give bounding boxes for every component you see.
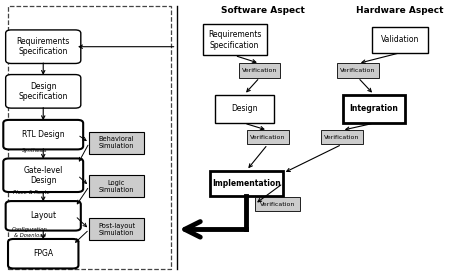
Text: RTL Design: RTL Design: [22, 130, 64, 139]
Bar: [247, 130, 289, 144]
FancyBboxPatch shape: [6, 201, 81, 231]
FancyBboxPatch shape: [3, 159, 83, 192]
Bar: [215, 95, 273, 123]
Text: Hardware Aspect: Hardware Aspect: [356, 6, 444, 15]
Text: Gate-level
Design: Gate-level Design: [24, 166, 63, 185]
FancyBboxPatch shape: [3, 120, 83, 149]
Bar: [321, 130, 363, 144]
Text: Post-layout
Simulation: Post-layout Simulation: [98, 223, 135, 236]
Text: Verification: Verification: [324, 135, 360, 140]
Bar: [203, 24, 266, 55]
Text: Logic
Simulation: Logic Simulation: [99, 180, 134, 193]
Text: Integration: Integration: [350, 104, 399, 113]
Text: Verification: Verification: [259, 202, 295, 207]
Text: Requirements
Specification: Requirements Specification: [208, 30, 261, 50]
Text: Design: Design: [231, 104, 257, 113]
Text: FPGA: FPGA: [33, 249, 53, 258]
Text: Place & Route: Place & Route: [13, 190, 50, 195]
Bar: [89, 175, 144, 197]
Text: Verification: Verification: [250, 135, 285, 140]
Bar: [343, 95, 405, 123]
Text: Validation: Validation: [381, 35, 419, 44]
FancyBboxPatch shape: [8, 239, 78, 268]
Bar: [89, 218, 144, 240]
Bar: [372, 27, 428, 53]
Bar: [210, 171, 283, 196]
Bar: [255, 197, 300, 211]
Bar: [337, 63, 379, 78]
FancyBboxPatch shape: [6, 30, 81, 63]
Text: Synthesis: Synthesis: [22, 148, 47, 153]
FancyBboxPatch shape: [6, 75, 81, 108]
Bar: [8, 6, 171, 269]
Text: Implementation: Implementation: [212, 179, 281, 188]
Text: Behavioral
Simulation: Behavioral Simulation: [99, 136, 134, 149]
Text: Verification: Verification: [340, 68, 376, 73]
Bar: [239, 63, 281, 78]
Text: Design
Specification: Design Specification: [18, 82, 68, 101]
Bar: [89, 132, 144, 154]
Text: Software Aspect: Software Aspect: [221, 6, 305, 15]
Text: Verification: Verification: [242, 68, 277, 73]
Text: Layout: Layout: [30, 211, 56, 220]
Text: Requirements
Specification: Requirements Specification: [17, 37, 70, 56]
Text: Configuration
& Download: Configuration & Download: [12, 227, 48, 238]
